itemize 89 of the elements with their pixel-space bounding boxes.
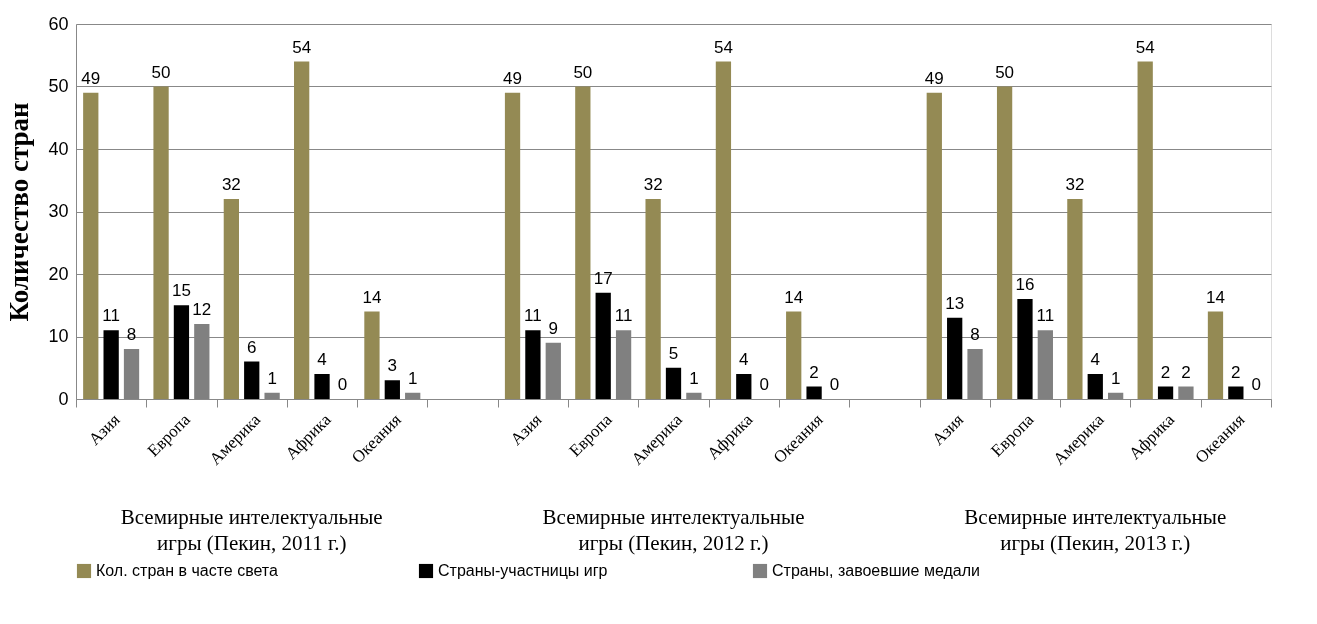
data-label: 54 [1135, 37, 1155, 57]
data-label: 17 [593, 268, 613, 288]
bar [645, 199, 661, 399]
text: Всемирные интелектуальные игры (Пекин, 2011 г.) [120, 505, 383, 555]
y-tick-label: 20 [48, 263, 69, 284]
bar [1228, 386, 1244, 399]
bar [83, 92, 99, 399]
data-label: 2 [809, 362, 819, 382]
data-label: 4 [317, 350, 327, 369]
data-label: 11 [614, 306, 633, 326]
data-label: 11 [524, 306, 542, 326]
bar [1017, 299, 1033, 399]
data-label: 14 [1206, 287, 1225, 307]
y-tick-label: 50 [48, 76, 69, 96]
bar [314, 374, 330, 399]
data-label: 14 [784, 287, 804, 307]
data-label: 32 [643, 175, 663, 194]
data-label: 49 [924, 68, 944, 88]
data-label: 0 [1251, 375, 1261, 394]
data-label: 32 [1065, 175, 1085, 194]
data-label: 54 [713, 37, 733, 57]
data-label: 11 [102, 306, 120, 326]
bar [1157, 386, 1174, 399]
legend-label: Страны-участницы игр [438, 562, 608, 579]
data-label: 9 [548, 318, 559, 338]
bar [595, 292, 611, 399]
data-label: 1 [267, 368, 277, 388]
bar [1207, 311, 1224, 399]
data-label: 50 [151, 62, 171, 82]
bar [786, 311, 802, 399]
bar [153, 86, 169, 399]
bar [364, 311, 380, 399]
data-label: 49 [503, 68, 522, 88]
data-label: 12 [192, 300, 212, 319]
bar [384, 380, 400, 399]
data-label: 11 [1036, 306, 1055, 326]
bar [736, 374, 752, 399]
data-label: 4 [1090, 350, 1100, 369]
text: Всемирные интелектуальные игры (Пекин, 2012 г.) [542, 505, 805, 555]
bar [926, 92, 942, 399]
bar [1137, 61, 1153, 399]
bar [223, 199, 239, 399]
y-tick-label: 10 [48, 326, 69, 346]
bar [525, 330, 541, 399]
bar [1067, 199, 1083, 399]
data-label: 2 [1181, 362, 1191, 382]
data-label: 2 [1160, 362, 1171, 382]
y-tick-label: 40 [48, 138, 69, 159]
bar [504, 92, 521, 399]
bar [103, 330, 119, 399]
bar [665, 367, 682, 399]
data-label: 0 [829, 375, 840, 394]
data-label: 49 [81, 68, 101, 88]
bar [947, 317, 963, 399]
text: Всемирные интелектуальные игры (Пекин, 2013 г.) [964, 505, 1227, 555]
data-label: 13 [945, 293, 965, 313]
data-label: 54 [292, 37, 312, 57]
data-label: 0 [337, 375, 348, 394]
legend-label: Кол. стран в часте света [96, 562, 279, 579]
y-axis-title: Количество стран [4, 102, 35, 322]
data-label: 50 [573, 62, 593, 82]
data-label: 3 [387, 356, 398, 376]
bar [173, 305, 190, 399]
legend-label: Страны, завоевшие медали [772, 562, 980, 579]
data-label: 50 [995, 62, 1015, 82]
bar [244, 361, 260, 399]
y-tick-label: 0 [58, 388, 69, 409]
bar [294, 61, 310, 399]
bar [806, 386, 822, 399]
data-label: 0 [759, 375, 769, 394]
data-label: 16 [1015, 275, 1035, 294]
data-label: 6 [247, 337, 257, 357]
data-label: 5 [668, 343, 679, 363]
bar [575, 86, 591, 399]
bar [715, 61, 732, 399]
y-tick-label: 60 [48, 13, 69, 34]
data-label: 4 [739, 350, 749, 369]
bar [1087, 374, 1103, 399]
data-label: 1 [407, 368, 418, 388]
data-label: 8 [126, 325, 137, 344]
data-label: 1 [689, 368, 699, 388]
y-tick-label: 30 [48, 201, 69, 221]
data-label: 2 [1231, 362, 1241, 382]
data-label: 8 [970, 325, 980, 344]
data-label: 15 [171, 281, 191, 301]
data-label: 1 [1110, 368, 1121, 388]
bar [996, 86, 1013, 399]
data-label: 32 [221, 175, 241, 194]
data-label: 14 [362, 287, 382, 307]
